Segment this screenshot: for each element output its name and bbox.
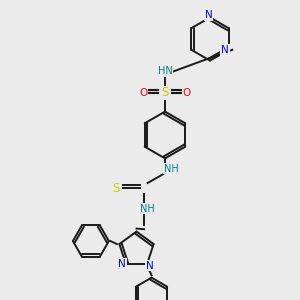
Text: N: N	[146, 261, 153, 271]
Text: O: O	[139, 88, 148, 98]
Text: S: S	[113, 182, 120, 195]
Text: NH: NH	[164, 164, 178, 174]
Text: N: N	[118, 259, 126, 269]
Text: NH: NH	[140, 203, 154, 214]
Text: O: O	[182, 88, 191, 98]
Text: N: N	[221, 45, 229, 55]
Text: HN: HN	[158, 66, 172, 76]
Text: S: S	[161, 86, 169, 100]
Text: N: N	[205, 10, 212, 20]
